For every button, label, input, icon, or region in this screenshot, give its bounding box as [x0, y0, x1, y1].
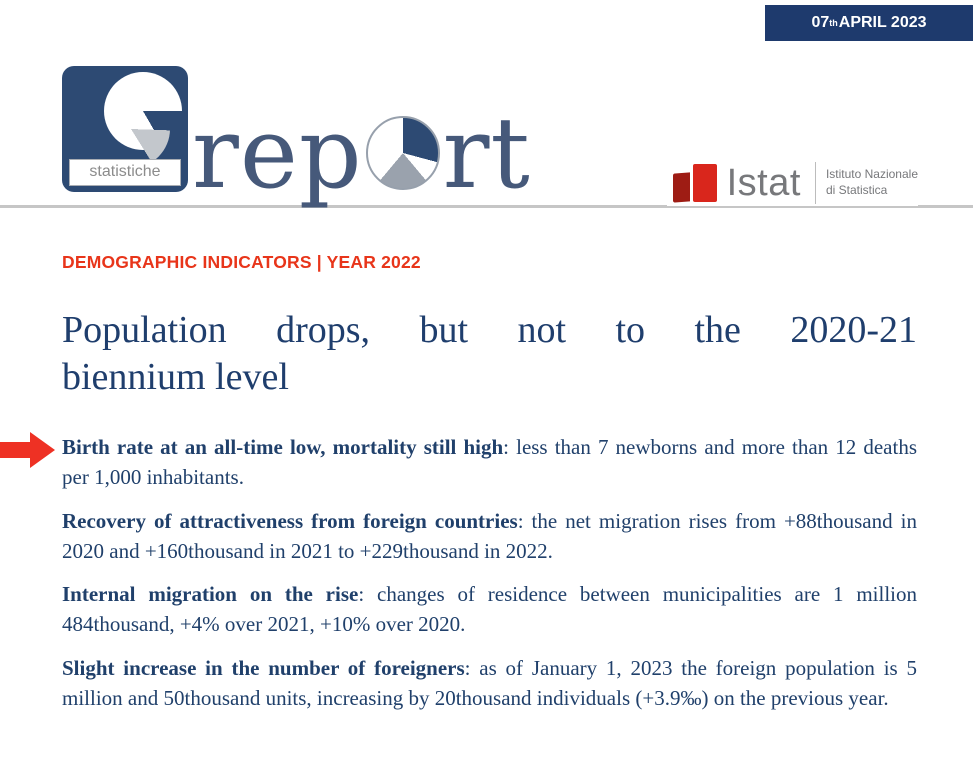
- report-wordmark: rep rt: [192, 96, 531, 211]
- key-findings: Birth rate at an all-time low, mortality…: [0, 432, 917, 714]
- finding-paragraph-4: Slight increase in the number of foreign…: [62, 654, 917, 714]
- istat-subtitle-line1: Istituto Nazionale: [825, 167, 918, 182]
- date-ordinal: th: [829, 18, 838, 28]
- page-title-line1: Population drops, but not to the 2020-21: [62, 309, 917, 351]
- report-word-prefix: rep: [192, 96, 363, 211]
- page-title: Population drops, but not to the 2020-21…: [62, 307, 917, 401]
- finding-3-text: : changes of residence between municipal…: [62, 582, 917, 637]
- finding-2-text: : the net migration rises from +88thousa…: [62, 508, 917, 563]
- logo-square: statistiche: [62, 66, 188, 192]
- report-kicker: DEMOGRAPHIC INDICATORS | YEAR 2022: [62, 252, 421, 272]
- pie-slice-icon: [92, 90, 170, 168]
- finding-2-lead: Recovery of attractiveness from foreign …: [62, 508, 518, 533]
- istat-book-icon: [672, 164, 717, 203]
- red-arrow-icon: [0, 432, 55, 469]
- finding-1-lead: Birth rate at an all-time low, mortality…: [62, 435, 504, 460]
- report-word-suffix: rt: [442, 96, 531, 211]
- finding-paragraph-3: Internal migration on the rise: changes …: [62, 580, 917, 640]
- date-day: 07: [811, 14, 830, 31]
- istat-subtitle: Istituto Nazionale di Statistica: [826, 167, 918, 198]
- finding-paragraph-2: Recovery of attractiveness from foreign …: [62, 507, 917, 567]
- finding-1-text: : less than 7 newborns and more than 12 …: [62, 435, 917, 490]
- pie-o-icon: [365, 116, 440, 190]
- istat-divider: [814, 162, 816, 204]
- statistiche-label: statistiche: [69, 159, 181, 186]
- istat-name: Istat: [726, 162, 801, 204]
- statistiche-report-logo: statistiche rep rt: [62, 66, 973, 211]
- horizontal-rule: [0, 205, 973, 208]
- istat-book-right: [692, 164, 717, 202]
- finding-4-lead: Slight increase in the number of foreign…: [62, 656, 465, 681]
- page-title-line2: biennium level: [62, 356, 289, 399]
- istat-book-left: [672, 172, 690, 203]
- date-rest: APRIL 2023: [838, 14, 927, 31]
- istat-subtitle-line2: di Statistica: [825, 183, 888, 197]
- istat-logo: Istat Istituto Nazionale di Statistica: [666, 160, 918, 206]
- finding-4-text: : as of January 1, 2023 the foreign popu…: [62, 656, 917, 710]
- finding-3-lead: Internal migration on the rise: [62, 582, 359, 607]
- masthead: statistiche rep rt Istat Istituto Naziona…: [0, 0, 973, 211]
- content: DEMOGRAPHIC INDICATORS | YEAR 2022 Popul…: [0, 252, 917, 714]
- finding-paragraph-1: Birth rate at an all-time low, mortality…: [0, 432, 917, 493]
